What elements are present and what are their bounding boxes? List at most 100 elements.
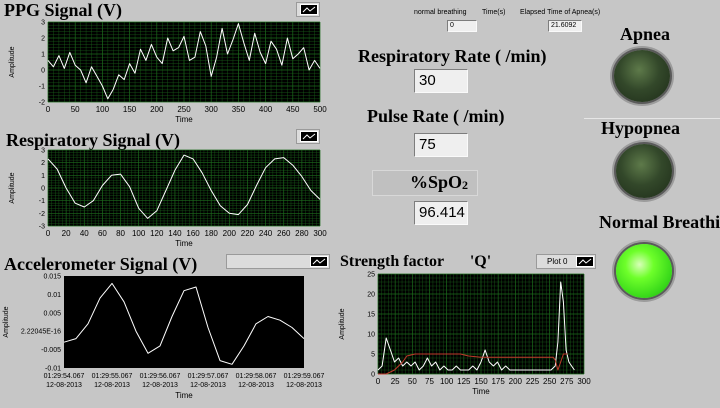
- y-tick-label: 0: [41, 68, 45, 75]
- y-tick-label: -1: [39, 84, 45, 91]
- x-tick-label: 160: [186, 229, 200, 238]
- normal-breathing-indicator-label: Normal Breathing: [599, 212, 720, 232]
- y-tick-label: 2: [41, 36, 45, 43]
- x-tick-label: 100: [96, 105, 110, 114]
- y-tick-label: -2: [39, 100, 45, 107]
- resp-series-line: [47, 154, 321, 219]
- x-tick-label: 80: [116, 229, 125, 238]
- x-tick-label: 100: [440, 377, 454, 386]
- pulse-rate-label: Pulse Rate ( /min): [367, 106, 505, 126]
- x-tick-label: 50: [408, 377, 417, 386]
- y-tick-label: 0.005: [43, 310, 61, 317]
- plot-area: [64, 276, 304, 368]
- x-tick-label: 12-08-2013: [190, 382, 226, 389]
- resp-rate-field: 30: [414, 69, 468, 93]
- y-tick-label: 15: [367, 312, 375, 319]
- x-tick-label: 275: [560, 377, 574, 386]
- y-axis-label: Amplitude: [9, 172, 16, 203]
- y-tick-label: 10: [367, 332, 375, 339]
- spo2-label-text: %SpO: [410, 172, 463, 192]
- x-tick-label: 01:29:59.067: [284, 373, 325, 380]
- x-tick-label: 300: [313, 229, 327, 238]
- strength-plot-legend[interactable]: Plot 0: [536, 254, 596, 269]
- y-axis-label: Amplitude: [9, 46, 16, 77]
- y-tick-label: 2: [41, 160, 45, 167]
- resp-rate-label: Respiratory Rate ( /min): [358, 46, 547, 66]
- x-tick-label: 400: [259, 105, 273, 114]
- strength-title-text: Strength factor: [340, 253, 444, 270]
- x-tick-label: 01:29:54.067: [44, 373, 85, 380]
- y-tick-label: 1: [41, 52, 45, 59]
- x-tick-label: 350: [232, 105, 246, 114]
- pulse-rate-field: 75: [414, 133, 468, 157]
- x-tick-label: 01:29:58.067: [236, 373, 277, 380]
- x-tick-label: 280: [295, 229, 309, 238]
- x-tick-label: 12-08-2013: [142, 382, 178, 389]
- x-tick-label: 12-08-2013: [286, 382, 322, 389]
- strength-chart: 0 5 10 15 20 25 0 25 50 75 100 125 150 175 200 225 250 27…: [338, 268, 600, 408]
- ppg-chart: -2 -1 0 1 2 3 0 50 100 150 200 250 300 350 400 450 500 Ti…: [0, 18, 330, 130]
- x-tick-label: 175: [491, 377, 505, 386]
- accel-title: Accelerometer Signal (V): [4, 254, 198, 274]
- resp-svg: -3 -2 -1 0 1 2 3 0 20 40 60 80 100 120 140 160 180 200 220…: [9, 148, 327, 249]
- y-tick-label: 0.01: [47, 292, 61, 299]
- x-tick-label: 25: [391, 377, 400, 386]
- x-tick-label: 120: [150, 229, 164, 238]
- y-tick-label: 20: [367, 292, 375, 299]
- y-tick-label: 0: [41, 186, 45, 193]
- spo2-label: %SpO2: [410, 172, 468, 193]
- x-tick-label: 240: [259, 229, 273, 238]
- x-tick-label: 0: [46, 105, 51, 114]
- elapsed-apnea-field: 21.6092: [548, 20, 582, 32]
- time-field: 0: [447, 20, 477, 32]
- spo2-label-sub: 2: [462, 178, 469, 192]
- y-tick-label: -0.01: [45, 366, 61, 373]
- y-axis-label: Amplitude: [339, 308, 346, 339]
- y-tick-label: 0.015: [43, 274, 61, 281]
- strength-legend-label: Plot 0: [547, 257, 568, 266]
- x-tick-label: 300: [205, 105, 219, 114]
- normal-breathing-led: [616, 244, 672, 298]
- x-tick-label: 01:29:57.067: [188, 373, 229, 380]
- resp-plot-legend[interactable]: [296, 129, 320, 144]
- x-tick-label: 200: [223, 229, 237, 238]
- x-tick-label: 100: [132, 229, 146, 238]
- x-tick-label: 60: [98, 229, 107, 238]
- x-tick-label: 20: [62, 229, 71, 238]
- x-tick-label: 12-08-2013: [94, 382, 130, 389]
- x-tick-label: 450: [286, 105, 300, 114]
- spo2-field: 96.414: [414, 201, 468, 225]
- hypopnea-label: Hypopnea: [601, 118, 681, 138]
- accel-plot-legend[interactable]: [226, 254, 330, 269]
- ppg-svg: -2 -1 0 1 2 3 0 50 100 150 200 250 300 350 400 450 500 Ti…: [9, 20, 327, 125]
- y-tick-label: 25: [367, 272, 375, 279]
- y-tick-label: 3: [41, 148, 45, 155]
- x-axis-label: Time: [472, 387, 490, 396]
- x-axis-label: Time: [175, 391, 193, 400]
- plot-style-icon: [300, 4, 318, 15]
- x-tick-label: 225: [526, 377, 540, 386]
- x-tick-label: 01:29:56.067: [140, 373, 181, 380]
- strength-title: Strength factor 'Q': [340, 253, 491, 271]
- strength-series-line: [377, 281, 575, 371]
- accel-chart: -0.01 -0.005 2.22045E-16 0.005 0.01 0.015 01:2…: [0, 270, 334, 408]
- x-axis-label: Time: [175, 239, 193, 248]
- ppg-plot-legend[interactable]: [296, 2, 320, 17]
- x-tick-label: 150: [123, 105, 137, 114]
- x-tick-label: 12-08-2013: [46, 382, 82, 389]
- x-tick-label: 220: [241, 229, 255, 238]
- x-tick-label: 0: [46, 229, 51, 238]
- time-label: Time(s): [482, 9, 506, 16]
- x-tick-label: 180: [205, 229, 219, 238]
- x-tick-label: 150: [474, 377, 488, 386]
- plot-style-icon: [300, 131, 318, 142]
- y-tick-label: -1: [39, 198, 45, 205]
- apnea-label: Apnea: [620, 24, 671, 44]
- x-tick-label: 01:29:55.067: [92, 373, 133, 380]
- y-tick-label: 0: [371, 372, 375, 379]
- accel-series-line: [63, 282, 305, 365]
- accel-svg: -0.01 -0.005 2.22045E-16 0.005 0.01 0.015 01:2…: [3, 274, 325, 401]
- strength-title-q: 'Q': [469, 253, 492, 270]
- apnea-led: [614, 50, 670, 102]
